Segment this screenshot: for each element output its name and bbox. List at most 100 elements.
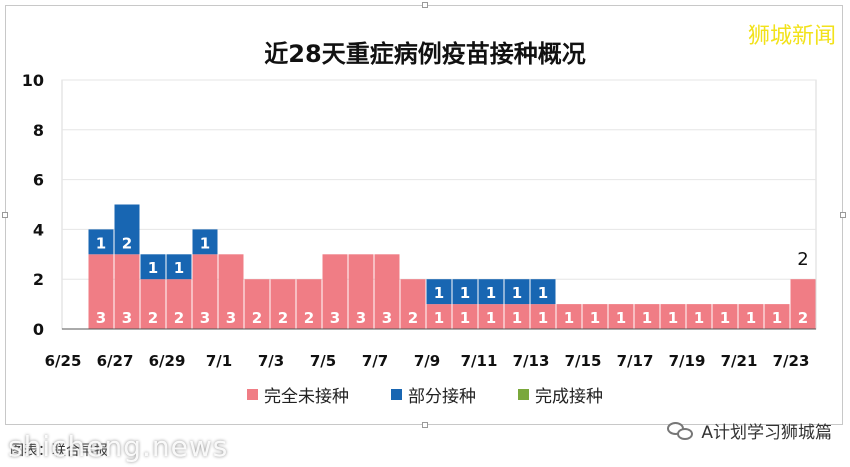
brand-logo-text: 狮城新闻 [747,24,836,49]
bar-segment [114,204,140,255]
x-tick-label: 6/27 [97,352,134,370]
bar-data-label: 2 [148,309,158,327]
bar-segment [452,279,478,305]
legend-label-partial: 部分接种 [408,387,476,407]
bar-data-label: 1 [538,284,548,302]
bar-segment [322,254,348,329]
bar-segment [478,279,504,305]
x-tick-label: 7/11 [461,352,498,370]
bar-data-label: 1 [434,284,444,302]
bar-segment [88,229,114,255]
bar-segment [452,304,478,329]
bar-segment [140,254,166,280]
bar-data-label: 2 [252,309,262,327]
x-tick-label: 7/15 [565,352,602,370]
bar-data-label: 3 [382,309,392,327]
bar-data-label: 1 [772,309,782,327]
x-tick-label: 7/23 [773,352,810,370]
bar-data-label: 1 [538,309,548,327]
y-tick-label: 6 [33,171,44,190]
bar-data-label: 1 [434,309,444,327]
bar-segment [270,279,296,329]
bar-segment [504,304,530,329]
x-tick-label: 7/5 [310,352,336,370]
bar-data-label: 1 [590,309,600,327]
legend-label-full: 完成接种 [535,387,603,407]
bar-segment [582,304,608,329]
y-tick-label: 4 [33,220,44,239]
bar-segment [166,279,192,329]
resize-handle-left[interactable] [2,212,8,218]
resize-handle-bottom[interactable] [422,422,428,428]
x-tick-label: 7/13 [513,352,550,370]
bar-segment [530,304,556,329]
bar-segment [166,254,192,280]
bar-segment [218,254,244,329]
x-tick-label: 7/21 [721,352,758,370]
wechat-icon [667,420,695,442]
bar-data-label: 3 [330,309,340,327]
bar-segment [608,304,634,329]
legend-swatch-unvaccinated [247,389,258,400]
source-label: 图表： [10,443,52,459]
y-tick-label: 0 [33,320,44,339]
bar-data-label: 2 [174,309,184,327]
bar-segment [400,279,426,329]
bar-data-label: 3 [226,309,236,327]
legend-item-partial: 部分接种 [391,382,476,407]
x-tick-label: 7/7 [362,352,388,370]
bar-data-label: 1 [720,309,730,327]
x-tick-label: 7/17 [617,352,654,370]
bar-data-label: 3 [356,309,366,327]
bar-segment [192,254,218,329]
bar-segment [88,254,114,329]
bar-segment [686,304,712,329]
bar-segment [660,304,686,329]
bar-segment [504,279,530,305]
x-tick-label: 7/1 [206,352,232,370]
y-tick-label: 2 [33,270,44,289]
bar-data-label: 1 [460,309,470,327]
bar-segment [478,304,504,329]
legend-item-unvaccinated: 完全未接种 [247,382,349,407]
chart-title: 近28天重症病例疫苗接种概况 [264,40,586,68]
y-tick-label: 10 [22,71,44,90]
wechat-account-name: A计划学习狮城篇 [701,423,832,443]
bar-data-label: 1 [564,309,574,327]
bar-data-label: 2 [408,309,418,327]
bar-data-label: 2 [798,309,808,327]
bar-segment [140,279,166,329]
bar-data-label: 1 [460,284,470,302]
bar-data-label: 3 [122,309,132,327]
chart-legend: 完全未接种 部分接种 完成接种 [0,382,850,407]
bar-segment [712,304,738,329]
x-tick-label: 6/25 [45,352,82,370]
bar-data-label: 1 [200,234,210,252]
bar-segment [296,279,322,329]
bar-data-label: 2 [304,309,314,327]
bar-data-label: 1 [512,284,522,302]
bar-segment [426,304,452,329]
bar-data-label: 1 [694,309,704,327]
bar-data-label: 2 [122,234,132,252]
bar-segment [192,229,218,255]
source-credit: 图表：联合早报 [10,440,108,460]
bar-data-label: 1 [486,284,496,302]
bar-data-label: 1 [746,309,756,327]
bar-data-label: 1 [642,309,652,327]
bar-data-label: 2 [278,309,288,327]
bar-data-label: 3 [96,309,106,327]
wechat-account: A计划学习狮城篇 [667,418,832,443]
x-tick-label: 6/29 [149,352,186,370]
bar-segment [374,254,400,329]
bar-data-label: 1 [616,309,626,327]
total-label: 2 [797,249,808,270]
bar-segment [634,304,660,329]
bar-data-label: 1 [486,309,496,327]
x-tick-label: 7/3 [258,352,284,370]
resize-handle-right[interactable] [840,212,846,218]
bar-segment [348,254,374,329]
legend-item-full: 完成接种 [518,382,603,407]
resize-handle-top[interactable] [422,2,428,8]
